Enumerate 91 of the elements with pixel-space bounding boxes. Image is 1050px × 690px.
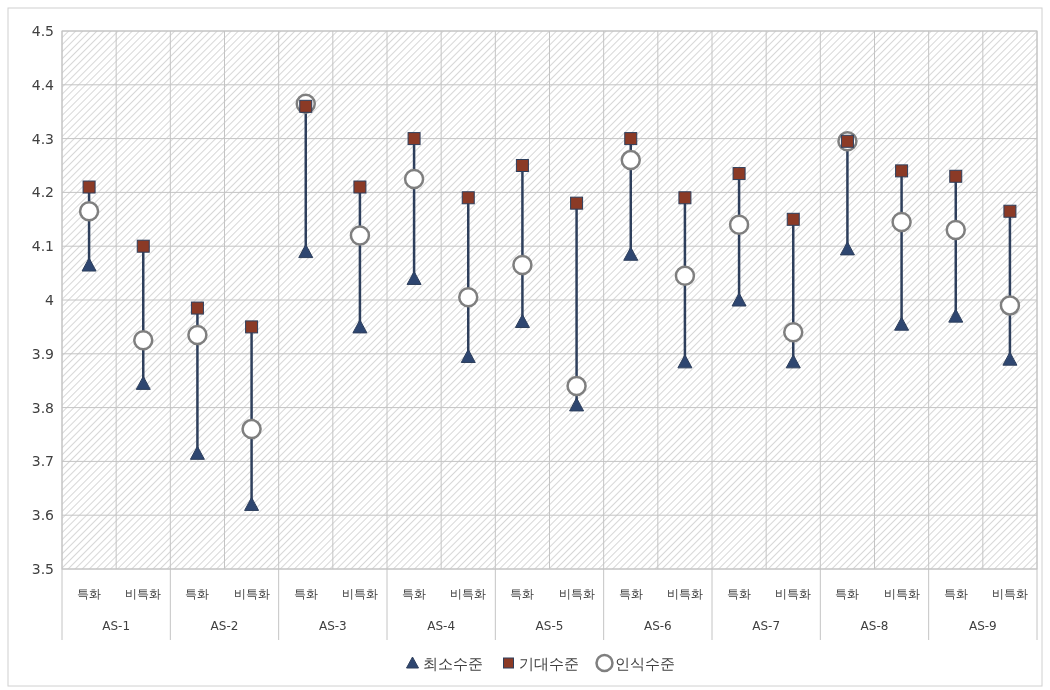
point <box>839 241 855 256</box>
text: AS-6 <box>643 619 672 633</box>
y-tick-label: 4.2 <box>31 184 54 201</box>
legend-label: 최소수준 <box>422 655 483 673</box>
text: AS-8 <box>860 619 889 633</box>
point <box>512 254 533 276</box>
x-tick-label: 특화 <box>835 587 860 601</box>
point <box>245 320 259 334</box>
point <box>403 168 425 190</box>
x-tick-label: 특화 <box>510 587 535 601</box>
x-tick-label: 특화 <box>727 587 752 601</box>
point <box>570 196 584 210</box>
x-tick-label: 특화 <box>185 587 210 601</box>
y-tick-label: 4.1 <box>31 238 54 255</box>
point <box>949 169 963 183</box>
text: AS-3 <box>318 619 347 633</box>
y-tick-label: 3.5 <box>31 561 54 577</box>
y-tick-label: 4.3 <box>31 130 54 147</box>
point <box>891 211 912 233</box>
point <box>241 418 262 440</box>
point <box>1002 351 1018 366</box>
x-tick-label: 비특화 <box>233 587 270 601</box>
x-tick-label: 특화 <box>402 587 427 601</box>
point <box>677 354 693 369</box>
x-tick-label: 비특화 <box>125 587 162 601</box>
point <box>352 319 368 334</box>
x-tick-label: 특화 <box>293 587 318 601</box>
point <box>190 301 204 315</box>
point <box>786 212 800 226</box>
x-tick-label: 비특화 <box>666 587 703 601</box>
point <box>566 375 587 397</box>
point <box>674 265 696 287</box>
x-tick-label: 특화 <box>943 587 968 601</box>
x-tick-label: 비특화 <box>775 587 812 601</box>
point <box>731 292 747 307</box>
point <box>349 225 371 246</box>
x-tick-label: 비특화 <box>883 587 920 601</box>
x-tick-label: 특화 <box>618 587 643 601</box>
point <box>785 354 801 369</box>
point <box>187 324 208 346</box>
point <box>569 397 585 412</box>
x-tick-label: 비특화 <box>991 587 1028 601</box>
legend-label: 인식수준 <box>614 655 675 673</box>
text: AS-9 <box>968 619 997 633</box>
point <box>624 132 638 146</box>
y-tick-label: 4.4 <box>31 76 55 93</box>
x-tick-label: 특화 <box>77 587 102 601</box>
point <box>1003 204 1017 218</box>
point <box>133 330 154 351</box>
text: AS-5 <box>535 619 564 633</box>
point <box>894 316 910 331</box>
y-tick-label: 4.5 <box>31 23 54 39</box>
text: AS-4 <box>427 619 456 633</box>
point <box>623 246 639 261</box>
point <box>82 180 96 194</box>
y-tick-label: 3.6 <box>31 507 55 524</box>
point <box>458 287 479 308</box>
point <box>460 348 476 363</box>
legend-label: 기대수준 <box>518 655 579 673</box>
point <box>461 191 475 205</box>
point <box>406 270 422 285</box>
point <box>136 239 150 253</box>
point <box>81 257 97 272</box>
point <box>298 244 314 259</box>
point <box>678 191 692 205</box>
point <box>244 496 260 511</box>
point <box>135 375 151 390</box>
text: AS-7 <box>752 619 781 633</box>
point <box>948 308 964 323</box>
point <box>189 445 205 460</box>
point <box>945 219 966 241</box>
point <box>515 159 529 172</box>
y-tick-label: 3.7 <box>31 453 54 470</box>
point <box>407 132 421 146</box>
point <box>78 200 100 222</box>
x-tick-label: 비특화 <box>341 587 378 601</box>
y-tick-label: 3.9 <box>31 345 54 362</box>
point <box>353 180 367 194</box>
x-tick-label: 비특화 <box>558 587 595 601</box>
text: AS-1 <box>102 619 131 633</box>
point <box>620 149 641 171</box>
point <box>895 164 909 178</box>
point <box>783 322 804 343</box>
x-tick-label: 비특화 <box>450 587 487 601</box>
y-tick-label: 4 <box>45 292 55 308</box>
point <box>732 167 746 181</box>
text: AS-2 <box>210 619 239 633</box>
point <box>728 214 750 235</box>
point <box>514 314 530 329</box>
y-tick-label: 3.8 <box>31 399 54 416</box>
point <box>999 295 1021 316</box>
